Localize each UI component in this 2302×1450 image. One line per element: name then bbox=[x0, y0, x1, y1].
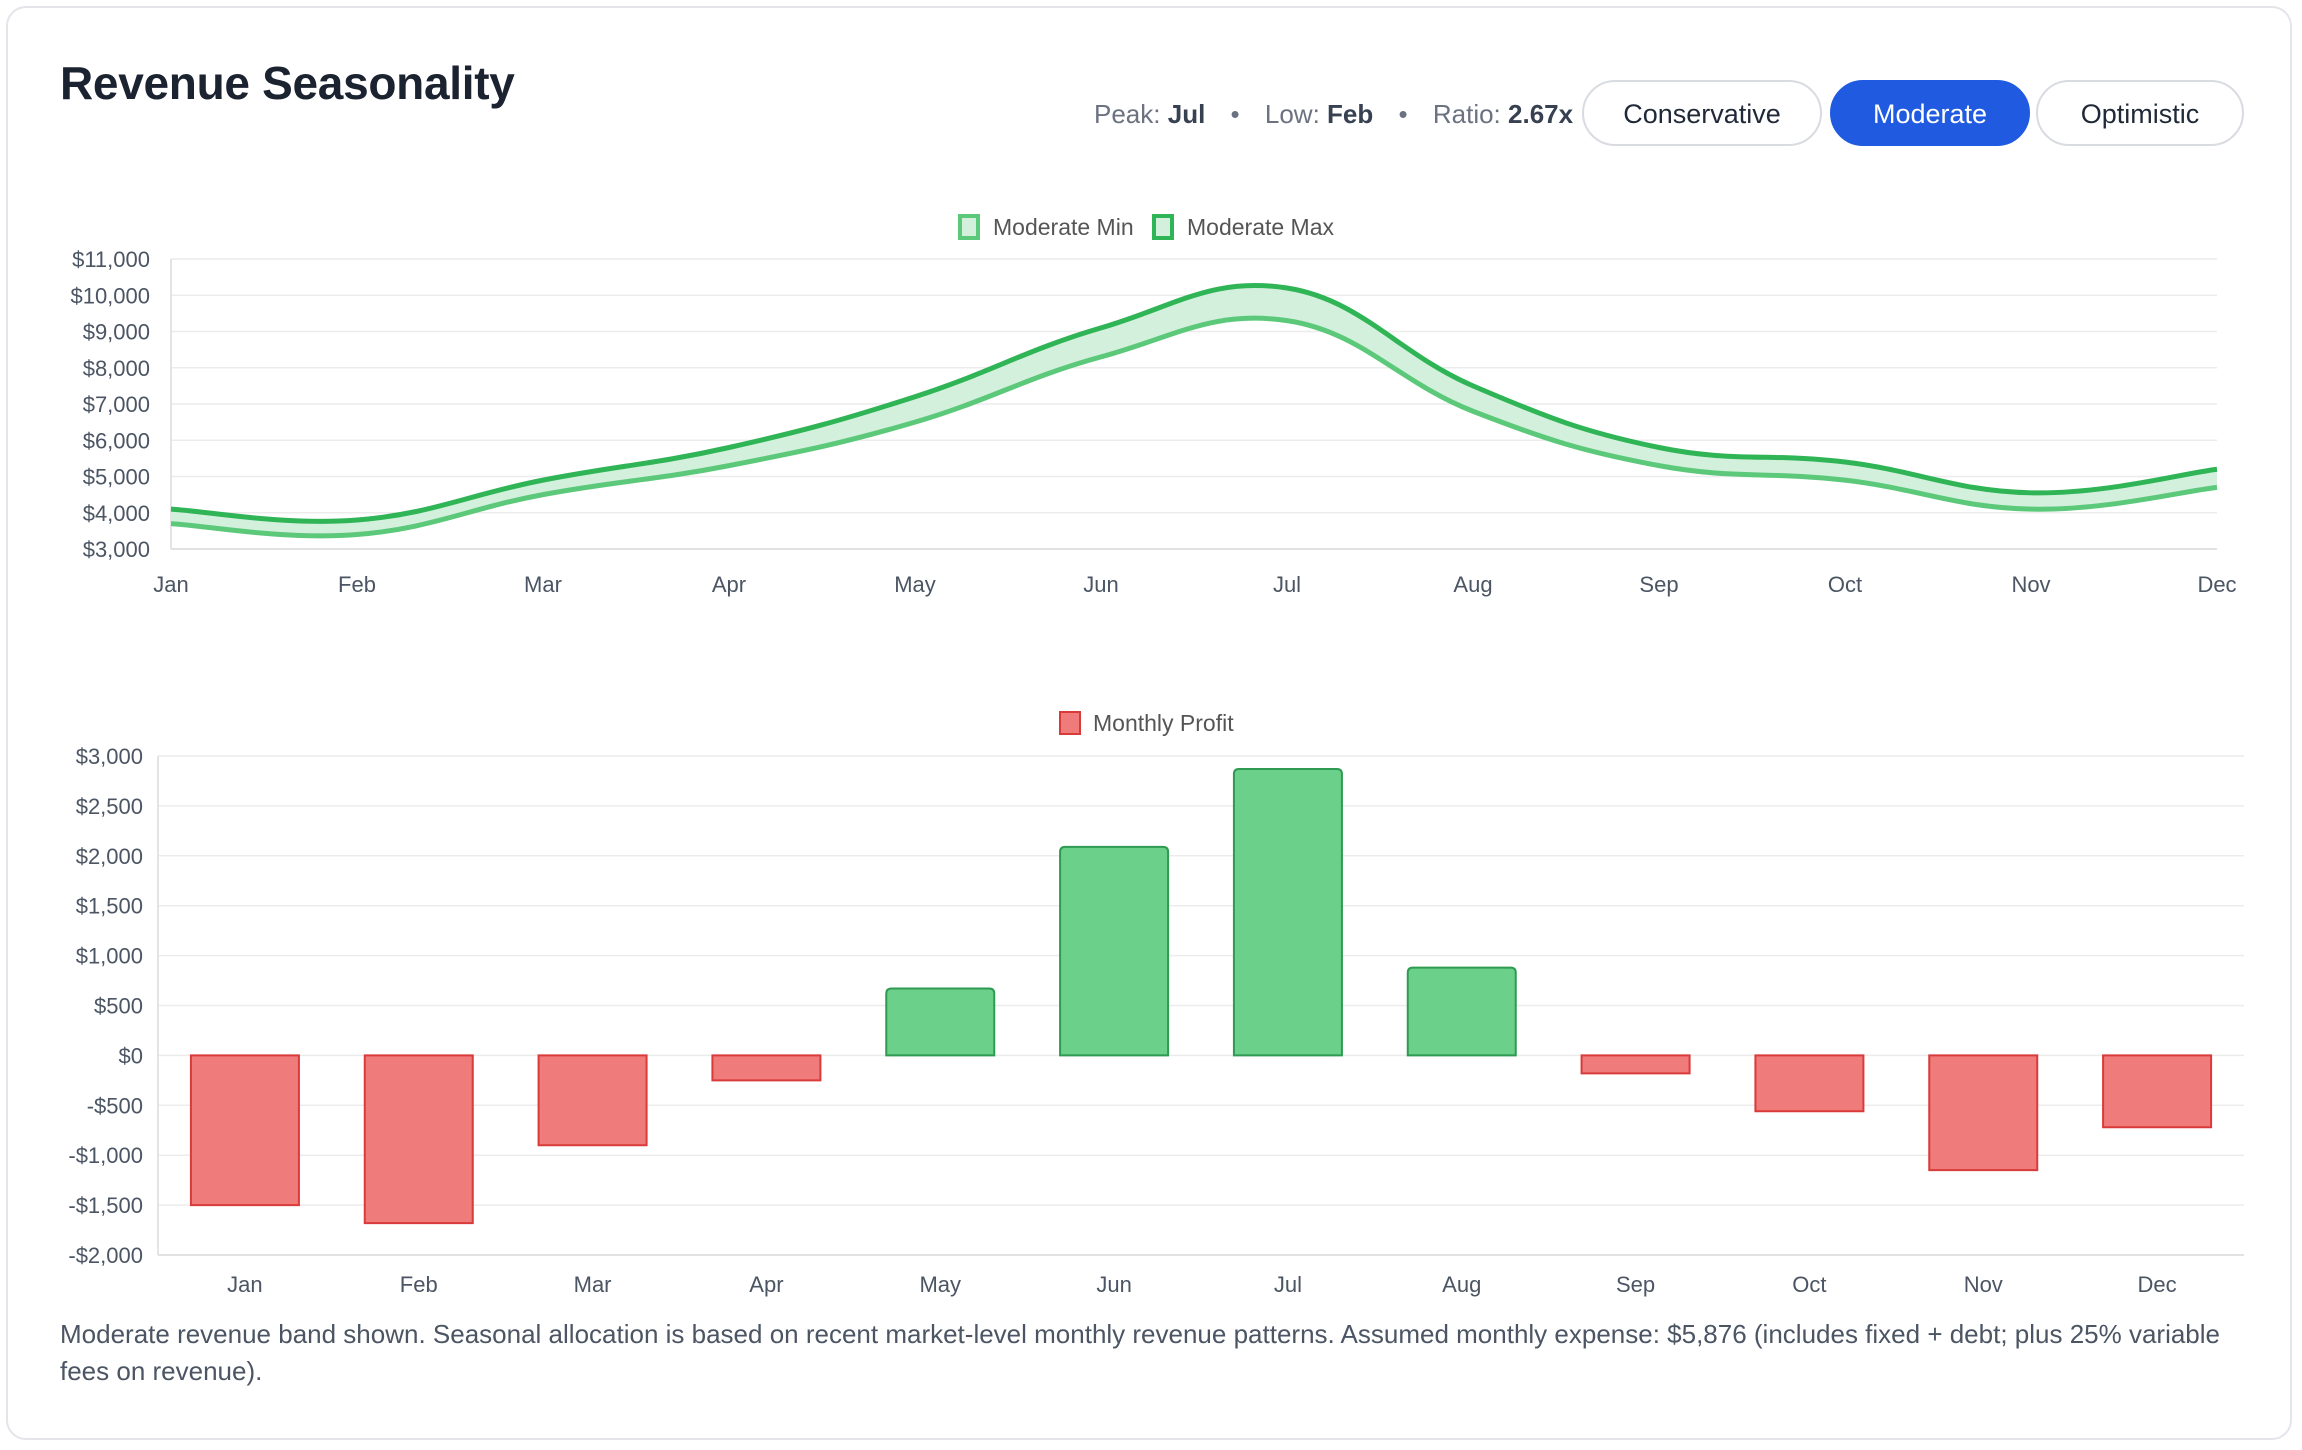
moderate-min-line bbox=[170, 315, 2218, 539]
legend-label-moderate-min: Moderate Min bbox=[993, 214, 1134, 240]
x-tick-label: Aug bbox=[1442, 1272, 1481, 1297]
x-tick-label: Mar bbox=[574, 1272, 612, 1297]
x-tick-label: Nov bbox=[2011, 572, 2050, 597]
y-tick-label: $1,000 bbox=[76, 944, 143, 969]
x-tick-label: Dec bbox=[2197, 572, 2236, 597]
footnote: Moderate revenue band shown. Seasonal al… bbox=[60, 1319, 2221, 1386]
y-tick-label: $500 bbox=[94, 994, 143, 1019]
x-tick-label: Oct bbox=[1792, 1272, 1826, 1297]
y-tick-label: $3,000 bbox=[83, 537, 150, 562]
profit-bar-may bbox=[885, 987, 996, 1057]
x-tick-label: Nov bbox=[1964, 1272, 2003, 1297]
y-tick-label: $2,500 bbox=[76, 794, 143, 819]
separator: • bbox=[1230, 99, 1240, 129]
x-tick-label: Jan bbox=[227, 1272, 262, 1297]
y-tick-label: $8,000 bbox=[83, 356, 150, 381]
profit-bar-jul bbox=[1232, 767, 1343, 1057]
x-tick-label: Dec bbox=[2138, 1272, 2177, 1297]
monthly-profit-chart: -$2,000 -$1,500 -$1,000 -$500 $0 $500 $1,000 $1… bbox=[68, 710, 2244, 1297]
y-tick-label: $5,000 bbox=[83, 465, 150, 490]
profit-bar-jan bbox=[189, 1054, 300, 1207]
y-tick-label: -$2,000 bbox=[68, 1243, 143, 1268]
moderate-max-line bbox=[170, 282, 2218, 524]
x-tick-label: Jun bbox=[1083, 572, 1118, 597]
x-tick-label: Oct bbox=[1828, 572, 1862, 597]
x-tick-label: May bbox=[919, 1272, 961, 1297]
y-tick-label: $3,000 bbox=[76, 744, 143, 769]
x-tick-label: Feb bbox=[338, 572, 376, 597]
y-tick-label: $9,000 bbox=[83, 320, 150, 345]
optimistic-button[interactable]: Optimistic bbox=[2036, 80, 2244, 146]
y-tick-label: $0 bbox=[119, 1043, 143, 1068]
x-tick-label: Jul bbox=[1273, 572, 1301, 597]
legend-swatch-moderate-max bbox=[1152, 214, 1174, 240]
profit-bar-oct bbox=[1754, 1054, 1865, 1113]
profit-bar-nov bbox=[1928, 1054, 2039, 1172]
y-tick-label: $10,000 bbox=[70, 283, 150, 308]
legend-label-moderate-max: Moderate Max bbox=[1187, 214, 1335, 240]
profit-bar-feb bbox=[363, 1054, 474, 1225]
separator: • bbox=[1398, 99, 1408, 129]
moderate-button[interactable]: Moderate bbox=[1830, 80, 2030, 146]
x-tick-label: May bbox=[894, 572, 936, 597]
peak-label: Peak: bbox=[1094, 99, 1161, 129]
low-label: Low: bbox=[1264, 99, 1320, 129]
low-value: Feb bbox=[1327, 99, 1374, 129]
legend-label-monthly-profit: Monthly Profit bbox=[1093, 710, 1234, 736]
y-tick-label: -$500 bbox=[87, 1093, 143, 1118]
legend-swatch-monthly-profit bbox=[1059, 711, 1081, 735]
y-tick-label: $2,000 bbox=[76, 844, 143, 869]
x-tick-label: Jun bbox=[1096, 1272, 1131, 1297]
revenue-band-chart: $3,000 $4,000 $5,000 $6,000 $7,000 $8,000 $9,0… bbox=[70, 214, 2237, 597]
x-tick-label: Apr bbox=[749, 1272, 783, 1297]
peak-value: Jul bbox=[1167, 99, 1206, 129]
y-tick-label: $6,000 bbox=[83, 428, 150, 453]
y-tick-label: $7,000 bbox=[83, 392, 150, 417]
y-tick-label: $11,000 bbox=[72, 247, 150, 272]
profit-bar-mar bbox=[537, 1054, 648, 1147]
profit-bar-jun bbox=[1059, 845, 1170, 1057]
y-tick-label: $4,000 bbox=[83, 501, 150, 526]
x-tick-label: Feb bbox=[400, 1272, 438, 1297]
y-tick-label: -$1,500 bbox=[68, 1193, 143, 1218]
y-tick-label: -$1,000 bbox=[68, 1143, 143, 1168]
x-tick-label: Sep bbox=[1639, 572, 1678, 597]
legend-swatch-moderate-min bbox=[958, 214, 980, 240]
x-tick-label: Apr bbox=[712, 572, 746, 597]
x-tick-label: Mar bbox=[524, 572, 562, 597]
profit-bar-apr bbox=[711, 1054, 822, 1082]
page-title: Revenue Seasonality bbox=[60, 57, 515, 109]
x-tick-label: Jan bbox=[153, 572, 188, 597]
conservative-button[interactable]: Conservative bbox=[1582, 80, 1822, 146]
x-tick-label: Aug bbox=[1453, 572, 1492, 597]
seasonality-stats: Peak: Jul • Low: Feb • Ratio: 2.67x bbox=[1094, 94, 1573, 134]
ratio-label: Ratio: bbox=[1432, 99, 1501, 129]
profit-bar-aug bbox=[1406, 966, 1517, 1057]
profit-bar-sep bbox=[1580, 1054, 1691, 1075]
x-tick-label: Sep bbox=[1616, 1272, 1655, 1297]
ratio-value: 2.67x bbox=[1508, 99, 1574, 129]
x-tick-label: Jul bbox=[1274, 1272, 1302, 1297]
profit-bar-dec bbox=[2102, 1054, 2213, 1129]
y-tick-label: $1,500 bbox=[76, 894, 143, 919]
